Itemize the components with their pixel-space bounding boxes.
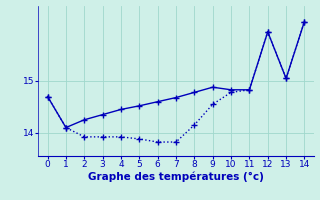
- X-axis label: Graphe des températures (°c): Graphe des températures (°c): [88, 172, 264, 182]
